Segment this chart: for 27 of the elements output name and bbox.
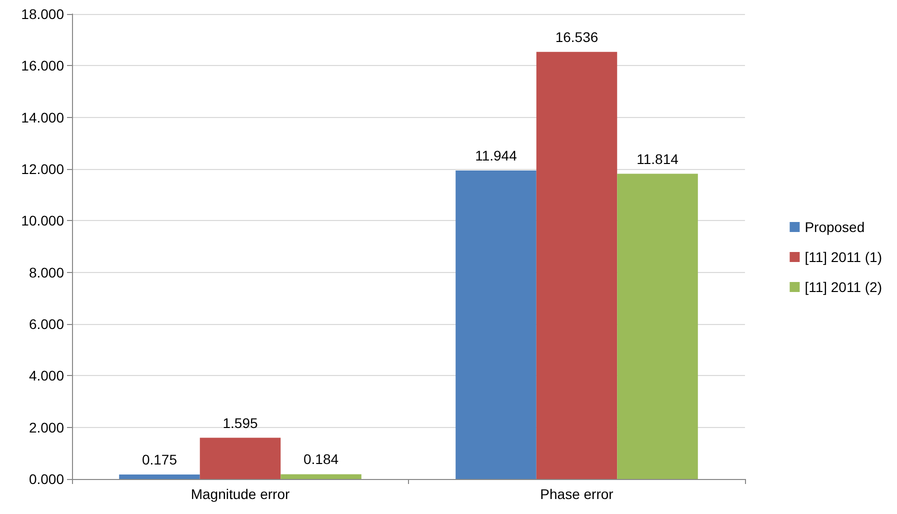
y-tick-label: 0.000 — [28, 471, 64, 487]
bar — [119, 474, 200, 479]
y-tick-label: 14.000 — [21, 109, 64, 126]
data-label: 11.944 — [475, 147, 518, 164]
bar — [200, 438, 281, 479]
x-tick-label: Magnitude error — [190, 486, 290, 502]
legend-label: [11] 2011 (2) — [804, 279, 882, 295]
y-tick-label: 4.000 — [28, 368, 64, 384]
data-label: 1.595 — [222, 414, 258, 431]
legend-label: [11] 2011 (1) — [804, 249, 882, 265]
bar — [456, 170, 536, 479]
legend-label: Proposed — [804, 219, 865, 235]
y-tick-label: 18.000 — [21, 6, 64, 22]
bar — [536, 52, 618, 479]
y-tick-label: 12.000 — [21, 161, 64, 177]
bar — [280, 474, 362, 479]
data-label: 0.184 — [303, 451, 339, 468]
data-label: 11.814 — [636, 150, 679, 167]
y-tick-label: 6.000 — [28, 316, 64, 332]
y-tick-label: 2.000 — [28, 419, 64, 436]
bar — [617, 174, 698, 479]
y-tick-label: 16.000 — [21, 58, 64, 74]
data-label: 16.536 — [555, 28, 598, 45]
y-tick-label: 8.000 — [28, 264, 64, 280]
data-label: 0.175 — [142, 451, 178, 468]
y-tick-label: 10.000 — [21, 212, 64, 229]
x-tick-label: Phase error — [540, 486, 614, 502]
